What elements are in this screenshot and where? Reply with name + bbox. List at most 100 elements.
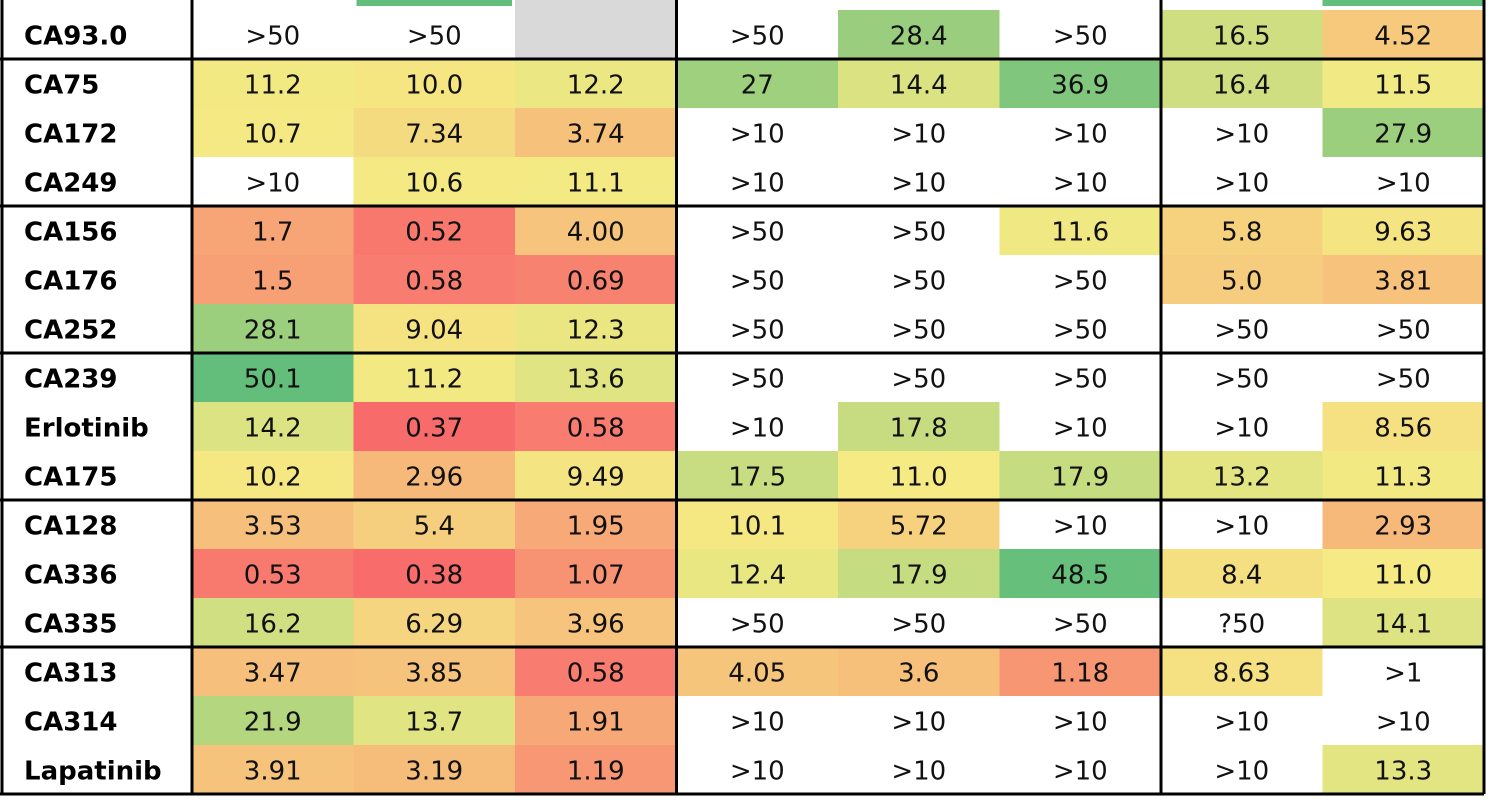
heatmap-cell <box>515 500 677 549</box>
cell-value: 0.37 <box>405 414 463 444</box>
heatmap-cell <box>353 745 515 794</box>
heatmap-cell <box>1161 108 1323 157</box>
cell-value: >50 <box>245 22 300 52</box>
cell-value: 16.2 <box>244 610 302 640</box>
row-label: CA336 <box>24 561 117 591</box>
cell-value: >50 <box>730 316 785 346</box>
cell-value: 3.91 <box>244 757 302 787</box>
cell-value: >50 <box>730 267 785 297</box>
heatmap-cell <box>1161 696 1323 745</box>
heatmap-cell <box>353 206 515 255</box>
heatmap-cell <box>192 10 354 59</box>
cell-value: 8.4 <box>1221 561 1262 591</box>
cell-value: 0.58 <box>405 267 463 297</box>
heatmap-cell <box>1161 549 1323 598</box>
cell-value: >50 <box>1053 267 1108 297</box>
cell-value: >50 <box>1053 22 1108 52</box>
heatmap-cell <box>676 402 838 451</box>
heatmap-cell <box>1161 451 1323 500</box>
heatmap-cell <box>192 402 354 451</box>
heatmap-cell <box>838 353 1000 402</box>
heatmap-cell <box>999 157 1161 206</box>
heatmap-cell <box>515 157 677 206</box>
row-label: CA335 <box>24 610 117 640</box>
row-label: CA75 <box>24 71 99 101</box>
heatmap-cell <box>192 304 354 353</box>
cell-value: 11.5 <box>1374 71 1432 101</box>
heatmap-cell <box>838 10 1000 59</box>
heatmap-cell <box>999 255 1161 304</box>
cell-value: 1.95 <box>567 512 625 542</box>
row-label: CA172 <box>24 120 117 150</box>
heatmap-cell <box>676 255 838 304</box>
cell-value: 13.6 <box>567 365 625 395</box>
heatmap-cell <box>676 598 838 647</box>
heatmap-cell <box>515 353 677 402</box>
cell-value: 16.5 <box>1213 22 1271 52</box>
cell-value: 9.49 <box>567 463 625 493</box>
heatmap-cell <box>353 451 515 500</box>
cell-value: 1.5 <box>252 267 293 297</box>
heatmap-cell <box>1161 59 1323 108</box>
heatmap-cell <box>676 353 838 402</box>
heatmap-cell <box>1322 10 1484 59</box>
heatmap-cell <box>353 696 515 745</box>
heatmap-cell <box>192 353 354 402</box>
heatmap-cell <box>515 402 677 451</box>
heatmap-cell <box>353 304 515 353</box>
cell-value: >10 <box>1214 757 1269 787</box>
heatmap-cell <box>353 10 515 59</box>
cell-value: 13.3 <box>1374 757 1432 787</box>
heatmap-cell <box>676 59 838 108</box>
heatmap-cell <box>353 108 515 157</box>
cell-value: >10 <box>730 414 785 444</box>
heatmap-cell <box>1322 549 1484 598</box>
heatmap-cell <box>676 549 838 598</box>
heatmap-cell <box>838 255 1000 304</box>
heatmap-cell <box>515 451 677 500</box>
cell-value: >50 <box>730 22 785 52</box>
heatmap-cell <box>1161 598 1323 647</box>
cell-value: >10 <box>891 708 946 738</box>
heatmap-cell <box>838 108 1000 157</box>
cell-value: >10 <box>1053 414 1108 444</box>
heatmap-cell <box>1322 108 1484 157</box>
cell-value: 3.19 <box>405 757 463 787</box>
heatmap-cell <box>838 304 1000 353</box>
cell-value: >10 <box>730 708 785 738</box>
heatmap-cell <box>999 304 1161 353</box>
cell-value: >10 <box>891 169 946 199</box>
heatmap-cell <box>1161 304 1323 353</box>
heatmap-cell <box>999 647 1161 696</box>
heatmap-cell <box>515 59 677 108</box>
heatmap-cell <box>1322 598 1484 647</box>
heatmap-cell <box>353 598 515 647</box>
cell-value: >1 <box>1384 659 1422 689</box>
cell-value: 1.07 <box>567 561 625 591</box>
heatmap-cell <box>192 598 354 647</box>
cell-value: 6.29 <box>405 610 463 640</box>
heatmap-cell <box>192 59 354 108</box>
cell-value: 27 <box>741 71 774 101</box>
heatmap-cell <box>999 696 1161 745</box>
cell-value: 1.19 <box>567 757 625 787</box>
cell-value: 5.4 <box>414 512 455 542</box>
cell-value: 3.53 <box>244 512 302 542</box>
heatmap-cell <box>676 647 838 696</box>
heatmap-cell <box>1322 206 1484 255</box>
cell-value: 10.1 <box>728 512 786 542</box>
cell-value: 1.7 <box>252 218 293 248</box>
cell-value: 0.53 <box>244 561 302 591</box>
heatmap-cell <box>515 549 677 598</box>
heatmap-cell <box>515 745 677 794</box>
heatmap-cell <box>515 304 677 353</box>
heatmap-cell <box>999 598 1161 647</box>
heatmap-cell <box>192 108 354 157</box>
cell-value: >50 <box>891 218 946 248</box>
cell-value: 36.9 <box>1051 71 1109 101</box>
heatmap-cell <box>676 10 838 59</box>
row-label: CA175 <box>24 463 117 493</box>
heatmap-cell <box>838 451 1000 500</box>
cell-value: 10.2 <box>244 463 302 493</box>
heatmap-cell <box>192 451 354 500</box>
